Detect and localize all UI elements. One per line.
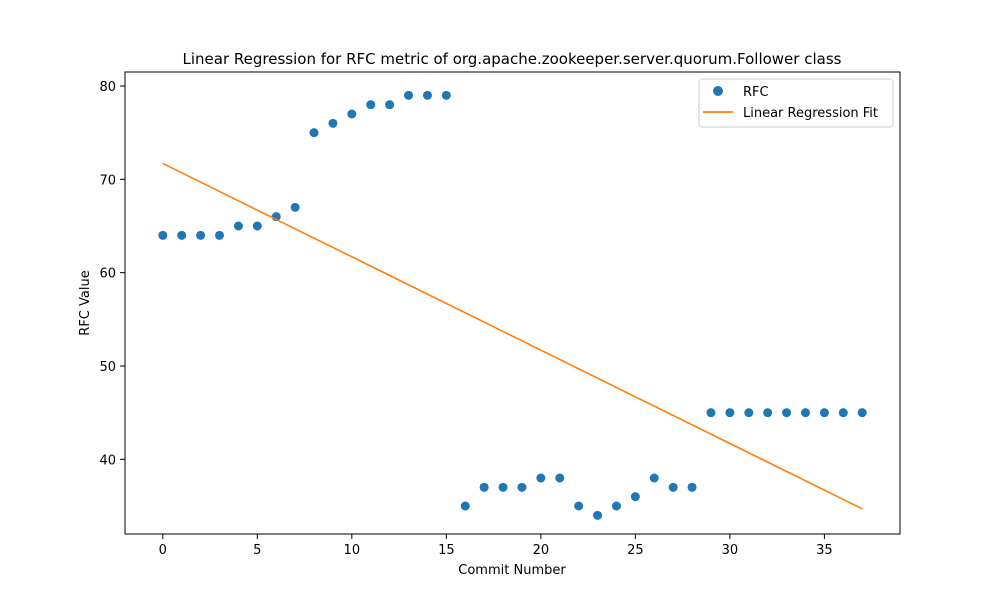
data-point — [385, 100, 395, 110]
data-point — [744, 408, 754, 418]
data-point — [233, 221, 243, 231]
plot-area — [124, 71, 901, 535]
legend-label-rfc: RFC — [743, 85, 769, 100]
data-point — [158, 230, 168, 240]
legend-marker-rfc — [713, 86, 723, 96]
data-point — [706, 408, 716, 418]
data-point — [555, 473, 565, 483]
x-tick-label: 0 — [159, 543, 167, 558]
x-tick-label: 35 — [816, 543, 833, 558]
data-point — [838, 408, 848, 418]
x-tick-label: 10 — [344, 543, 361, 558]
y-axis-label: RFC Value — [78, 270, 93, 335]
data-point — [498, 482, 508, 492]
data-point — [328, 118, 338, 128]
legend-box — [698, 78, 894, 128]
data-point — [460, 501, 470, 511]
data-point — [309, 128, 319, 138]
chart-title: Linear Regression for RFC metric of org.… — [183, 50, 842, 68]
x-tick-label: 15 — [438, 543, 455, 558]
y-tick-label: 40 — [99, 453, 116, 468]
y-tick-label: 80 — [99, 80, 116, 95]
data-point — [668, 482, 678, 492]
data-point — [479, 482, 489, 492]
data-point — [857, 408, 867, 418]
data-point — [366, 100, 376, 110]
data-point — [441, 90, 451, 100]
data-point — [687, 482, 697, 492]
data-point — [177, 230, 187, 240]
y-tick-label: 70 — [99, 173, 116, 188]
data-point — [422, 90, 432, 100]
regression-line — [162, 162, 863, 510]
data-point — [347, 109, 357, 119]
y-tick-label: 60 — [99, 267, 116, 282]
x-axis-label: Commit Number — [458, 563, 566, 578]
x-tick-label: 5 — [253, 543, 261, 558]
legend-label-fit: Linear Regression Fit — [743, 106, 878, 121]
data-point — [252, 221, 262, 231]
data-point — [725, 408, 735, 418]
data-point — [574, 501, 584, 511]
data-point — [819, 408, 829, 418]
data-point — [196, 230, 206, 240]
data-point — [404, 90, 414, 100]
data-point — [593, 510, 603, 520]
data-point — [517, 482, 527, 492]
y-axis: 40 50 60 70 80 — [99, 80, 125, 468]
y-tick-label: 50 — [99, 360, 116, 375]
data-point — [649, 473, 659, 483]
x-axis: 0 5 10 15 20 25 30 35 — [159, 534, 833, 558]
data-point — [782, 408, 792, 418]
data-point — [215, 230, 225, 240]
legend: RFC Linear Regression Fit — [698, 78, 894, 128]
data-point — [800, 408, 810, 418]
x-tick-label: 20 — [533, 543, 550, 558]
data-point — [290, 202, 300, 212]
data-point — [536, 473, 546, 483]
data-point — [763, 408, 773, 418]
x-tick-label: 30 — [722, 543, 739, 558]
data-point — [611, 501, 621, 511]
plot-frame — [124, 71, 901, 535]
x-tick-label: 25 — [627, 543, 644, 558]
data-point — [630, 492, 640, 502]
